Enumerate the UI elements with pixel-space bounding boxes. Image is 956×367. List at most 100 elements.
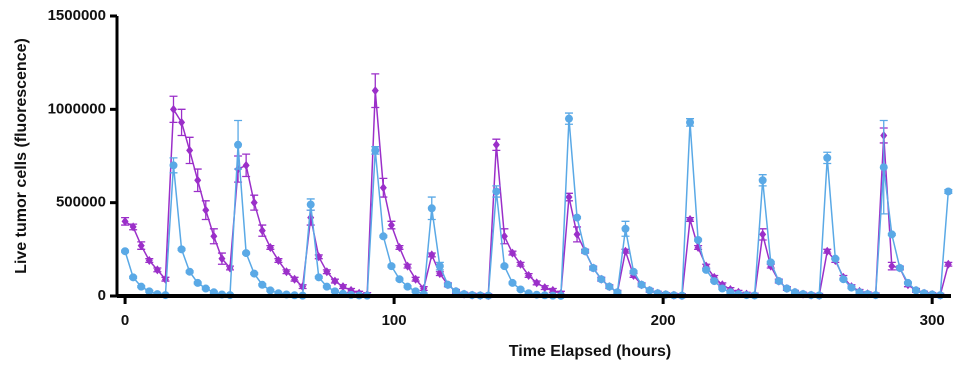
data-point: [839, 275, 848, 284]
data-point: [944, 187, 953, 196]
data-point: [533, 278, 541, 288]
data-point: [218, 254, 226, 264]
data-point: [492, 140, 500, 150]
data-point: [823, 153, 832, 162]
data-point: [718, 284, 727, 293]
data-point: [185, 267, 194, 276]
x-tick-label: 200: [651, 312, 676, 329]
y-tick-label: 1000000: [48, 100, 106, 117]
data-point: [888, 261, 896, 271]
data-point: [145, 256, 153, 266]
x-tick-label: 0: [121, 312, 129, 329]
data-point: [242, 160, 250, 170]
data-point: [774, 277, 783, 286]
data-point: [314, 273, 323, 282]
data-point: [323, 267, 331, 277]
data-point: [435, 262, 444, 271]
data-point: [387, 220, 395, 230]
data-point: [944, 259, 952, 269]
data-point: [178, 117, 186, 127]
data-point: [451, 287, 460, 296]
data-point: [565, 192, 573, 202]
data-point: [645, 286, 654, 295]
data-point: [847, 283, 856, 292]
y-axis-title: Live tumor cells (fluorescence): [13, 38, 30, 274]
x-tick-label: 100: [382, 312, 407, 329]
data-point: [121, 247, 130, 256]
data-point: [597, 275, 606, 284]
data-point: [210, 231, 218, 241]
data-point: [339, 282, 347, 292]
data-point: [379, 232, 388, 241]
data-point: [912, 286, 921, 295]
data-point: [266, 242, 274, 252]
data-point: [589, 264, 598, 272]
data-point: [758, 176, 767, 185]
data-point: [637, 280, 646, 289]
series: [121, 73, 953, 301]
data-point: [412, 274, 420, 284]
data-point: [153, 265, 161, 275]
data-point: [508, 278, 517, 287]
data-point: [500, 262, 509, 271]
data-point: [428, 250, 436, 260]
y-tick-label: 1500000: [48, 7, 106, 24]
data-point: [306, 200, 315, 209]
data-point: [831, 254, 840, 263]
data-point: [573, 213, 582, 222]
x-axis-title: Time Elapsed (hours): [509, 343, 671, 360]
data-point: [121, 216, 129, 226]
data-point: [516, 285, 525, 294]
data-point: [258, 280, 267, 289]
data-point: [145, 287, 154, 296]
data-point: [443, 280, 452, 289]
data-point: [282, 267, 290, 277]
data-point: [694, 236, 703, 244]
data-point: [186, 145, 194, 155]
data-point: [129, 273, 138, 282]
data-point: [621, 246, 629, 256]
data-point: [169, 161, 178, 170]
data-point: [508, 248, 516, 258]
data-point: [330, 287, 339, 296]
data-point: [404, 261, 412, 271]
data-point: [887, 230, 896, 239]
data-point: [379, 183, 387, 193]
data-point: [250, 198, 258, 208]
data-point: [137, 282, 146, 291]
data-point: [686, 214, 694, 224]
data-point: [291, 274, 299, 284]
data-point: [492, 187, 501, 196]
data-point: [322, 282, 331, 291]
data-point: [702, 265, 711, 274]
data-point: [541, 283, 549, 293]
series-line: [124, 118, 950, 297]
data-point: [129, 222, 137, 232]
data-point: [564, 114, 573, 123]
data-point: [500, 231, 508, 241]
data-point: [234, 140, 243, 149]
data-point: [258, 226, 266, 236]
data-point: [823, 246, 831, 256]
data-point: [879, 163, 888, 172]
data-point: [525, 270, 533, 280]
data-point: [274, 256, 282, 266]
y-tick-label: 500000: [56, 194, 106, 211]
data-point: [621, 224, 630, 233]
data-point: [250, 269, 259, 278]
data-point: [177, 245, 186, 254]
data-point: [395, 242, 403, 252]
data-point: [266, 286, 275, 295]
data-point: [193, 278, 202, 287]
data-point: [299, 282, 307, 292]
data-point: [201, 284, 210, 293]
data-point: [387, 262, 396, 271]
x-tick-label: 300: [920, 312, 945, 329]
data-point: [903, 278, 912, 287]
data-point: [686, 118, 695, 127]
data-point: [605, 282, 614, 291]
data-point: [517, 259, 525, 269]
data-point: [242, 249, 251, 258]
data-point: [581, 247, 590, 256]
